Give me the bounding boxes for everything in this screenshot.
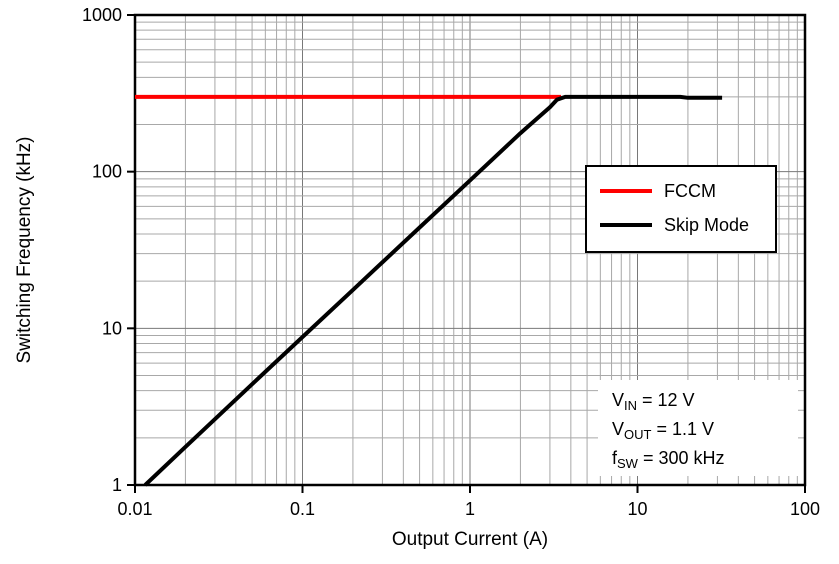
conditions-annotation: VIN = 12 V VOUT = 1.1 V fSW = 300 kHz	[598, 380, 798, 476]
series-skip-mode-line	[143, 94, 723, 487]
x-tick-label: 100	[790, 499, 820, 519]
y-tick-label: 1000	[82, 5, 122, 25]
x-tick-label: 1	[465, 499, 475, 519]
annotation-line: VOUT = 1.1 V	[612, 419, 714, 442]
x-tick-label: 0.01	[117, 499, 152, 519]
axis-ticks: 0.01 0.1 1 10 100 1 10 100 1000	[82, 5, 820, 519]
legend-label: Skip Mode	[664, 215, 749, 235]
x-tick-label: 0.1	[290, 499, 315, 519]
legend-label: FCCM	[664, 181, 716, 201]
legend-box	[585, 165, 777, 253]
y-tick-label: 1	[112, 475, 122, 495]
y-tick-label: 100	[92, 162, 122, 182]
legend: FCCM Skip Mode	[585, 165, 777, 253]
annotation-background	[598, 380, 798, 476]
x-tick-label: 10	[627, 499, 647, 519]
y-tick-label: 10	[102, 318, 122, 338]
annotation-line: fSW = 300 kHz	[612, 448, 725, 471]
x-axis-title: Output Current (A)	[392, 529, 548, 550]
y-axis-title: Switching Frequency (kHz)	[14, 136, 35, 363]
annotation-line: VIN = 12 V	[612, 390, 695, 413]
